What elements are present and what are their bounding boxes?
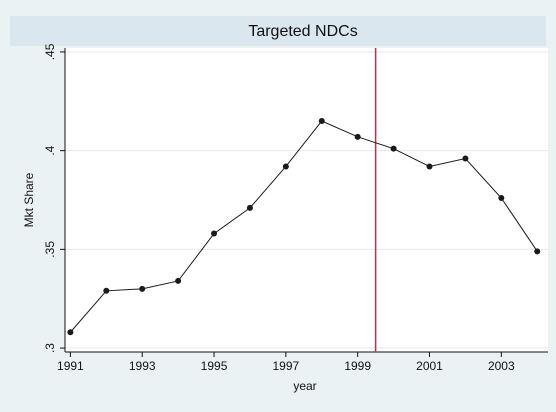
point: [246, 204, 253, 211]
point: [534, 248, 541, 255]
point: [426, 163, 433, 170]
point: [390, 145, 397, 152]
x-axis-label: year: [293, 379, 316, 393]
y-tick-label: .4: [43, 145, 57, 155]
chart-title: Targeted NDCs: [248, 23, 357, 40]
point: [103, 287, 110, 294]
x-tick-label: 1997: [272, 359, 299, 373]
y-tick-label: .35: [43, 241, 57, 258]
title-band: [10, 16, 546, 46]
line: [70, 120, 538, 333]
x-tick-label: 1999: [344, 359, 371, 373]
y-tick-label: .3: [43, 343, 57, 353]
point: [462, 155, 469, 162]
x-tick-label: 1995: [201, 359, 228, 373]
point: [282, 163, 289, 170]
point: [211, 230, 218, 237]
point: [139, 285, 146, 292]
plot-area: [65, 48, 548, 352]
x-tick-label: 2003: [488, 359, 515, 373]
point: [318, 118, 325, 125]
x-tick-label: 1993: [129, 359, 156, 373]
point: [498, 195, 505, 202]
point: [175, 277, 182, 284]
x-tick-label: 1991: [57, 359, 84, 373]
point: [67, 329, 74, 336]
y-axis-label: Mkt Share: [22, 172, 36, 227]
x-tick-label: 2001: [416, 359, 443, 373]
point: [354, 133, 361, 140]
y-tick-label: .45: [43, 43, 57, 60]
